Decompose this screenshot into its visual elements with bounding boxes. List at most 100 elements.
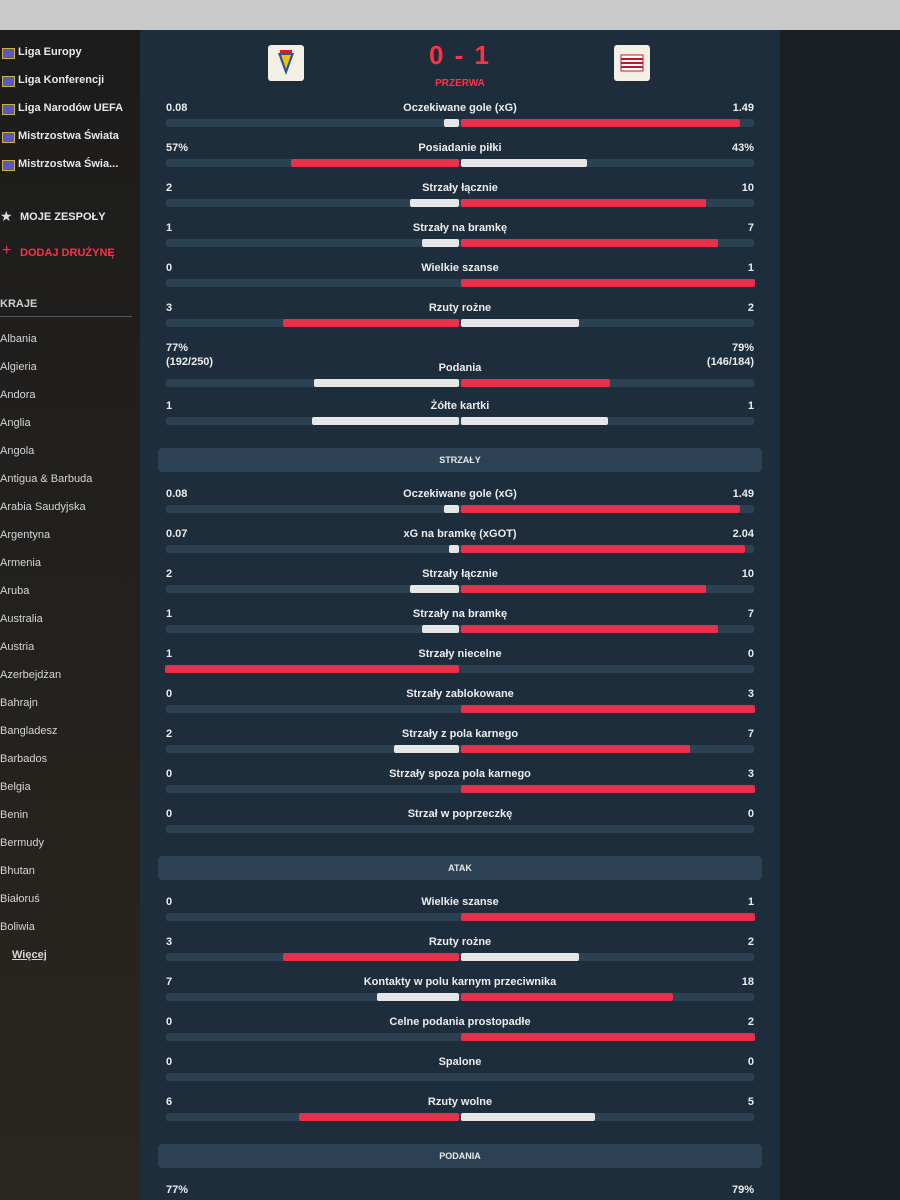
away-bar xyxy=(461,913,755,921)
section-header: STRZAŁY xyxy=(158,448,762,472)
league-link[interactable]: Liga Narodów UEFA xyxy=(18,102,124,114)
bar-track xyxy=(166,745,754,753)
home-crest[interactable] xyxy=(268,45,304,81)
country-link[interactable]: Azerbejdżan xyxy=(0,669,62,681)
home-bar xyxy=(444,119,459,127)
country-link[interactable]: Argentyna xyxy=(0,529,51,541)
away-value: 2.04 xyxy=(732,528,754,540)
stat-label: Spalone xyxy=(438,1056,482,1068)
away-bar xyxy=(461,993,673,1001)
home-value: 0.08 xyxy=(166,488,188,500)
home-value: 0 xyxy=(166,262,173,274)
league-link[interactable]: Liga Europy xyxy=(18,46,82,58)
away-bar xyxy=(461,953,579,961)
bar-track xyxy=(166,1073,754,1081)
away-bar xyxy=(461,1113,595,1121)
bar-track xyxy=(166,417,754,425)
stat-label: Wielkie szanse xyxy=(421,896,499,908)
stat-label: Rzuty wolne xyxy=(427,1096,493,1108)
home-value: 1 xyxy=(166,400,173,412)
away-bar xyxy=(461,585,706,593)
country-link[interactable]: Aruba xyxy=(0,585,30,597)
country-link[interactable]: Bermudy xyxy=(0,837,45,849)
home-value: 1 xyxy=(166,222,173,234)
country-link[interactable]: Bangladesz xyxy=(0,725,58,737)
away-value: 1 xyxy=(747,262,754,274)
bar-track xyxy=(166,1033,754,1041)
country-link[interactable]: Bahrajn xyxy=(0,697,38,709)
home-value: 57% xyxy=(166,142,189,154)
bar-track xyxy=(166,953,754,961)
home-value: 3 xyxy=(166,936,173,948)
league-link[interactable]: Liga Konferencji xyxy=(18,74,105,86)
bar-track xyxy=(166,785,754,793)
stat-label: Strzały zablokowane xyxy=(406,688,514,700)
country-link[interactable]: Belgia xyxy=(0,781,31,793)
home-value: 2 xyxy=(166,182,173,194)
country-link[interactable]: Bhutan xyxy=(0,865,35,877)
stat-label: Strzały na bramkę xyxy=(412,608,508,620)
home-bar xyxy=(444,505,459,513)
match-stats xyxy=(140,30,780,1200)
home-value: 0 xyxy=(166,808,173,820)
away-value: 3 xyxy=(747,768,754,780)
away-value: 2 xyxy=(747,1016,754,1028)
away-value: 7 xyxy=(747,728,754,740)
country-link[interactable]: Boliwia xyxy=(0,921,35,933)
away-bar xyxy=(461,625,719,633)
country-link[interactable]: Armenia xyxy=(0,557,41,569)
country-link[interactable]: Algieria xyxy=(0,361,37,373)
stat-label: Strzały niecelne xyxy=(418,648,502,660)
home-bar xyxy=(165,665,459,673)
home-value: 1 xyxy=(166,648,173,660)
stat-label: Rzuty rożne xyxy=(428,936,492,948)
stat-label: Oczekiwane gole (xG) xyxy=(403,102,517,114)
country-link[interactable]: Anglia xyxy=(0,417,31,429)
away-bar xyxy=(461,319,579,327)
league-flag xyxy=(2,160,15,171)
country-link[interactable]: Andora xyxy=(0,389,36,401)
country-link[interactable]: Arabia Saudyjska xyxy=(0,501,86,513)
home-value: 0 xyxy=(166,1016,173,1028)
sidebar xyxy=(0,30,140,1200)
home-crest-icon xyxy=(278,50,294,75)
star-icon: ★ xyxy=(0,208,13,224)
country-link[interactable]: Białoruś xyxy=(0,893,40,905)
more-link[interactable]: Więcej xyxy=(12,949,47,961)
bar-track xyxy=(166,625,754,633)
away-bar xyxy=(461,417,608,425)
add-team[interactable]: DODAJ DRUŻYNĘ xyxy=(20,247,115,259)
stat-label: xG na bramkę (xGOT) xyxy=(403,528,517,540)
league-link[interactable]: Mistrzostwa Świata xyxy=(18,130,119,142)
stat-label: Oczekiwane gole (xG) xyxy=(403,488,517,500)
home-value: 77% xyxy=(166,342,189,354)
home-value: 77% xyxy=(166,1184,189,1196)
away-value: 43% xyxy=(731,142,754,154)
league-link[interactable]: Mistrzostwa Świa... xyxy=(18,158,119,170)
stat-label: Strzały łącznie xyxy=(422,568,498,580)
home-bar xyxy=(410,585,459,593)
score: 0 - 1 xyxy=(428,40,492,70)
away-bar xyxy=(461,1033,755,1041)
country-link[interactable]: Australia xyxy=(0,613,43,625)
away-value: 10 xyxy=(741,182,754,194)
my-teams[interactable]: MOJE ZESPOŁY xyxy=(20,211,106,223)
home-bar xyxy=(291,159,459,167)
stat-label: Rzuty rożne xyxy=(428,302,492,314)
away-value: 18 xyxy=(741,976,754,988)
country-link[interactable]: Benin xyxy=(0,809,29,821)
country-link[interactable]: Albania xyxy=(0,333,37,345)
away-value: 1.49 xyxy=(732,488,754,500)
country-link[interactable]: Austria xyxy=(0,641,35,653)
away-value: 0 xyxy=(747,648,754,660)
bar-track xyxy=(166,279,754,287)
country-link[interactable]: Barbados xyxy=(0,753,48,765)
away-value: 1 xyxy=(747,400,754,412)
away-crest[interactable] xyxy=(614,45,650,81)
away-value: 1.49 xyxy=(732,102,754,114)
home-bar xyxy=(393,745,459,753)
country-link[interactable]: Antigua & Barbuda xyxy=(0,473,93,485)
country-link[interactable]: Angola xyxy=(0,445,35,457)
